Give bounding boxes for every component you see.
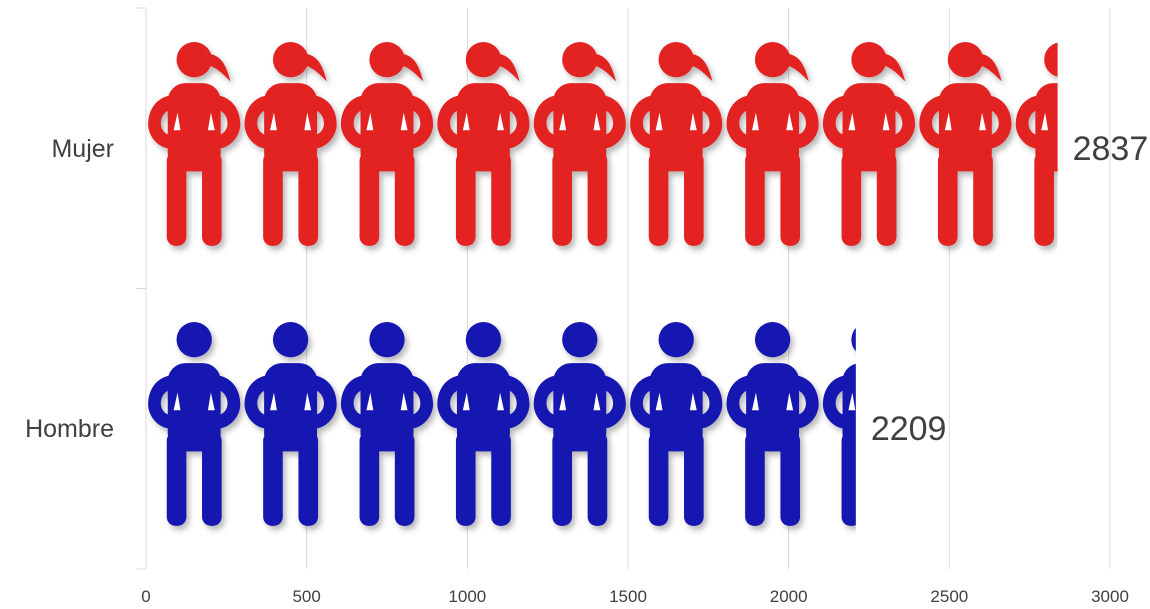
woman-icon <box>630 42 723 246</box>
woman-icon <box>919 42 1012 246</box>
x-tick-label: 500 <box>292 587 320 606</box>
category-label: Mujer <box>51 135 114 163</box>
axes <box>136 7 147 570</box>
woman-icon <box>244 42 337 246</box>
labels: 0 500 1000 1500 2000 2500 3000 Mujer Hombre 2837 2… <box>25 130 1148 606</box>
woman-icon <box>340 42 434 246</box>
x-tick-label: 2500 <box>930 587 968 606</box>
x-tick-label: 1000 <box>448 587 486 606</box>
woman-icon <box>726 42 819 246</box>
man-icon <box>533 322 626 526</box>
man-icon <box>340 322 434 526</box>
woman-icon <box>533 42 626 246</box>
x-tick-label: 2000 <box>770 587 808 606</box>
category-label: Hombre <box>25 415 114 443</box>
man-icon <box>822 327 856 526</box>
data-label: 2837 <box>1073 130 1149 168</box>
man-icon <box>726 322 819 526</box>
woman-icon <box>822 42 916 246</box>
bars <box>148 42 1058 526</box>
bar-mujer <box>148 42 1058 246</box>
man-icon <box>437 322 530 526</box>
man-icon <box>244 322 337 526</box>
woman-icon <box>437 42 530 246</box>
woman-icon <box>1015 42 1058 246</box>
bar-hombre <box>148 322 856 526</box>
woman-icon <box>148 42 241 246</box>
man-icon <box>630 322 723 526</box>
x-tick-label: 0 <box>141 587 150 606</box>
x-tick-label: 3000 <box>1091 587 1129 606</box>
data-label: 2209 <box>871 410 947 448</box>
man-icon <box>148 322 241 526</box>
x-tick-label: 1500 <box>609 587 647 606</box>
